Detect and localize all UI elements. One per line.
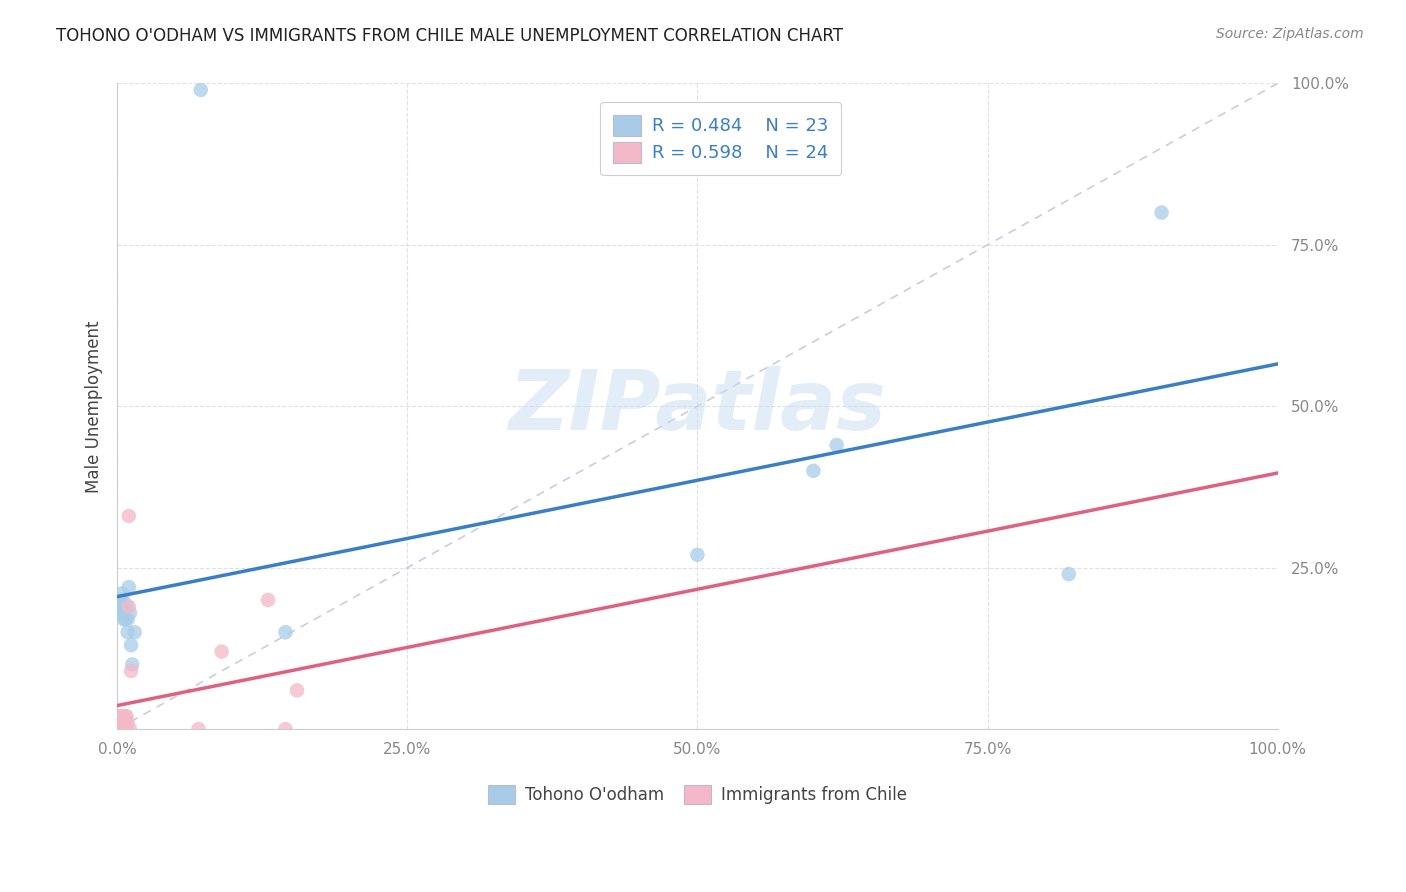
Point	[117, 715, 139, 730]
Point	[274, 625, 297, 640]
Point	[114, 612, 136, 626]
Point	[120, 664, 142, 678]
Point	[111, 599, 134, 614]
Point	[117, 612, 139, 626]
Point	[803, 464, 825, 478]
Point	[111, 722, 134, 736]
Point	[111, 715, 134, 730]
Point	[117, 625, 139, 640]
Text: TOHONO O'ODHAM VS IMMIGRANTS FROM CHILE MALE UNEMPLOYMENT CORRELATION CHART: TOHONO O'ODHAM VS IMMIGRANTS FROM CHILE …	[56, 27, 844, 45]
Point	[107, 715, 129, 730]
Point	[118, 580, 141, 594]
Point	[110, 593, 132, 607]
Point	[118, 509, 141, 524]
Text: ZIPatlas: ZIPatlas	[509, 366, 886, 447]
Point	[112, 612, 135, 626]
Point	[112, 722, 135, 736]
Point	[111, 709, 134, 723]
Point	[686, 548, 709, 562]
Point	[115, 599, 138, 614]
Point	[108, 606, 131, 620]
Point	[124, 625, 146, 640]
Point	[190, 83, 212, 97]
Point	[112, 715, 135, 730]
Legend: Tohono O'odham, Immigrants from Chile: Tohono O'odham, Immigrants from Chile	[479, 776, 915, 812]
Point	[118, 722, 141, 736]
Point	[187, 722, 209, 736]
Point	[825, 438, 848, 452]
Point	[115, 709, 138, 723]
Point	[274, 722, 297, 736]
Point	[211, 645, 233, 659]
Point	[285, 683, 308, 698]
Point	[120, 638, 142, 652]
Point	[111, 593, 134, 607]
Point	[115, 722, 138, 736]
Point	[110, 722, 132, 736]
Point	[118, 599, 141, 614]
Y-axis label: Male Unemployment: Male Unemployment	[86, 320, 103, 492]
Point	[111, 586, 134, 600]
Point	[1150, 205, 1173, 219]
Point	[114, 709, 136, 723]
Point	[110, 606, 132, 620]
Point	[110, 715, 132, 730]
Point	[257, 593, 280, 607]
Text: Source: ZipAtlas.com: Source: ZipAtlas.com	[1216, 27, 1364, 41]
Point	[121, 657, 143, 672]
Point	[108, 722, 131, 736]
Point	[108, 709, 131, 723]
Point	[1057, 567, 1080, 582]
Point	[118, 606, 141, 620]
Point	[111, 715, 134, 730]
